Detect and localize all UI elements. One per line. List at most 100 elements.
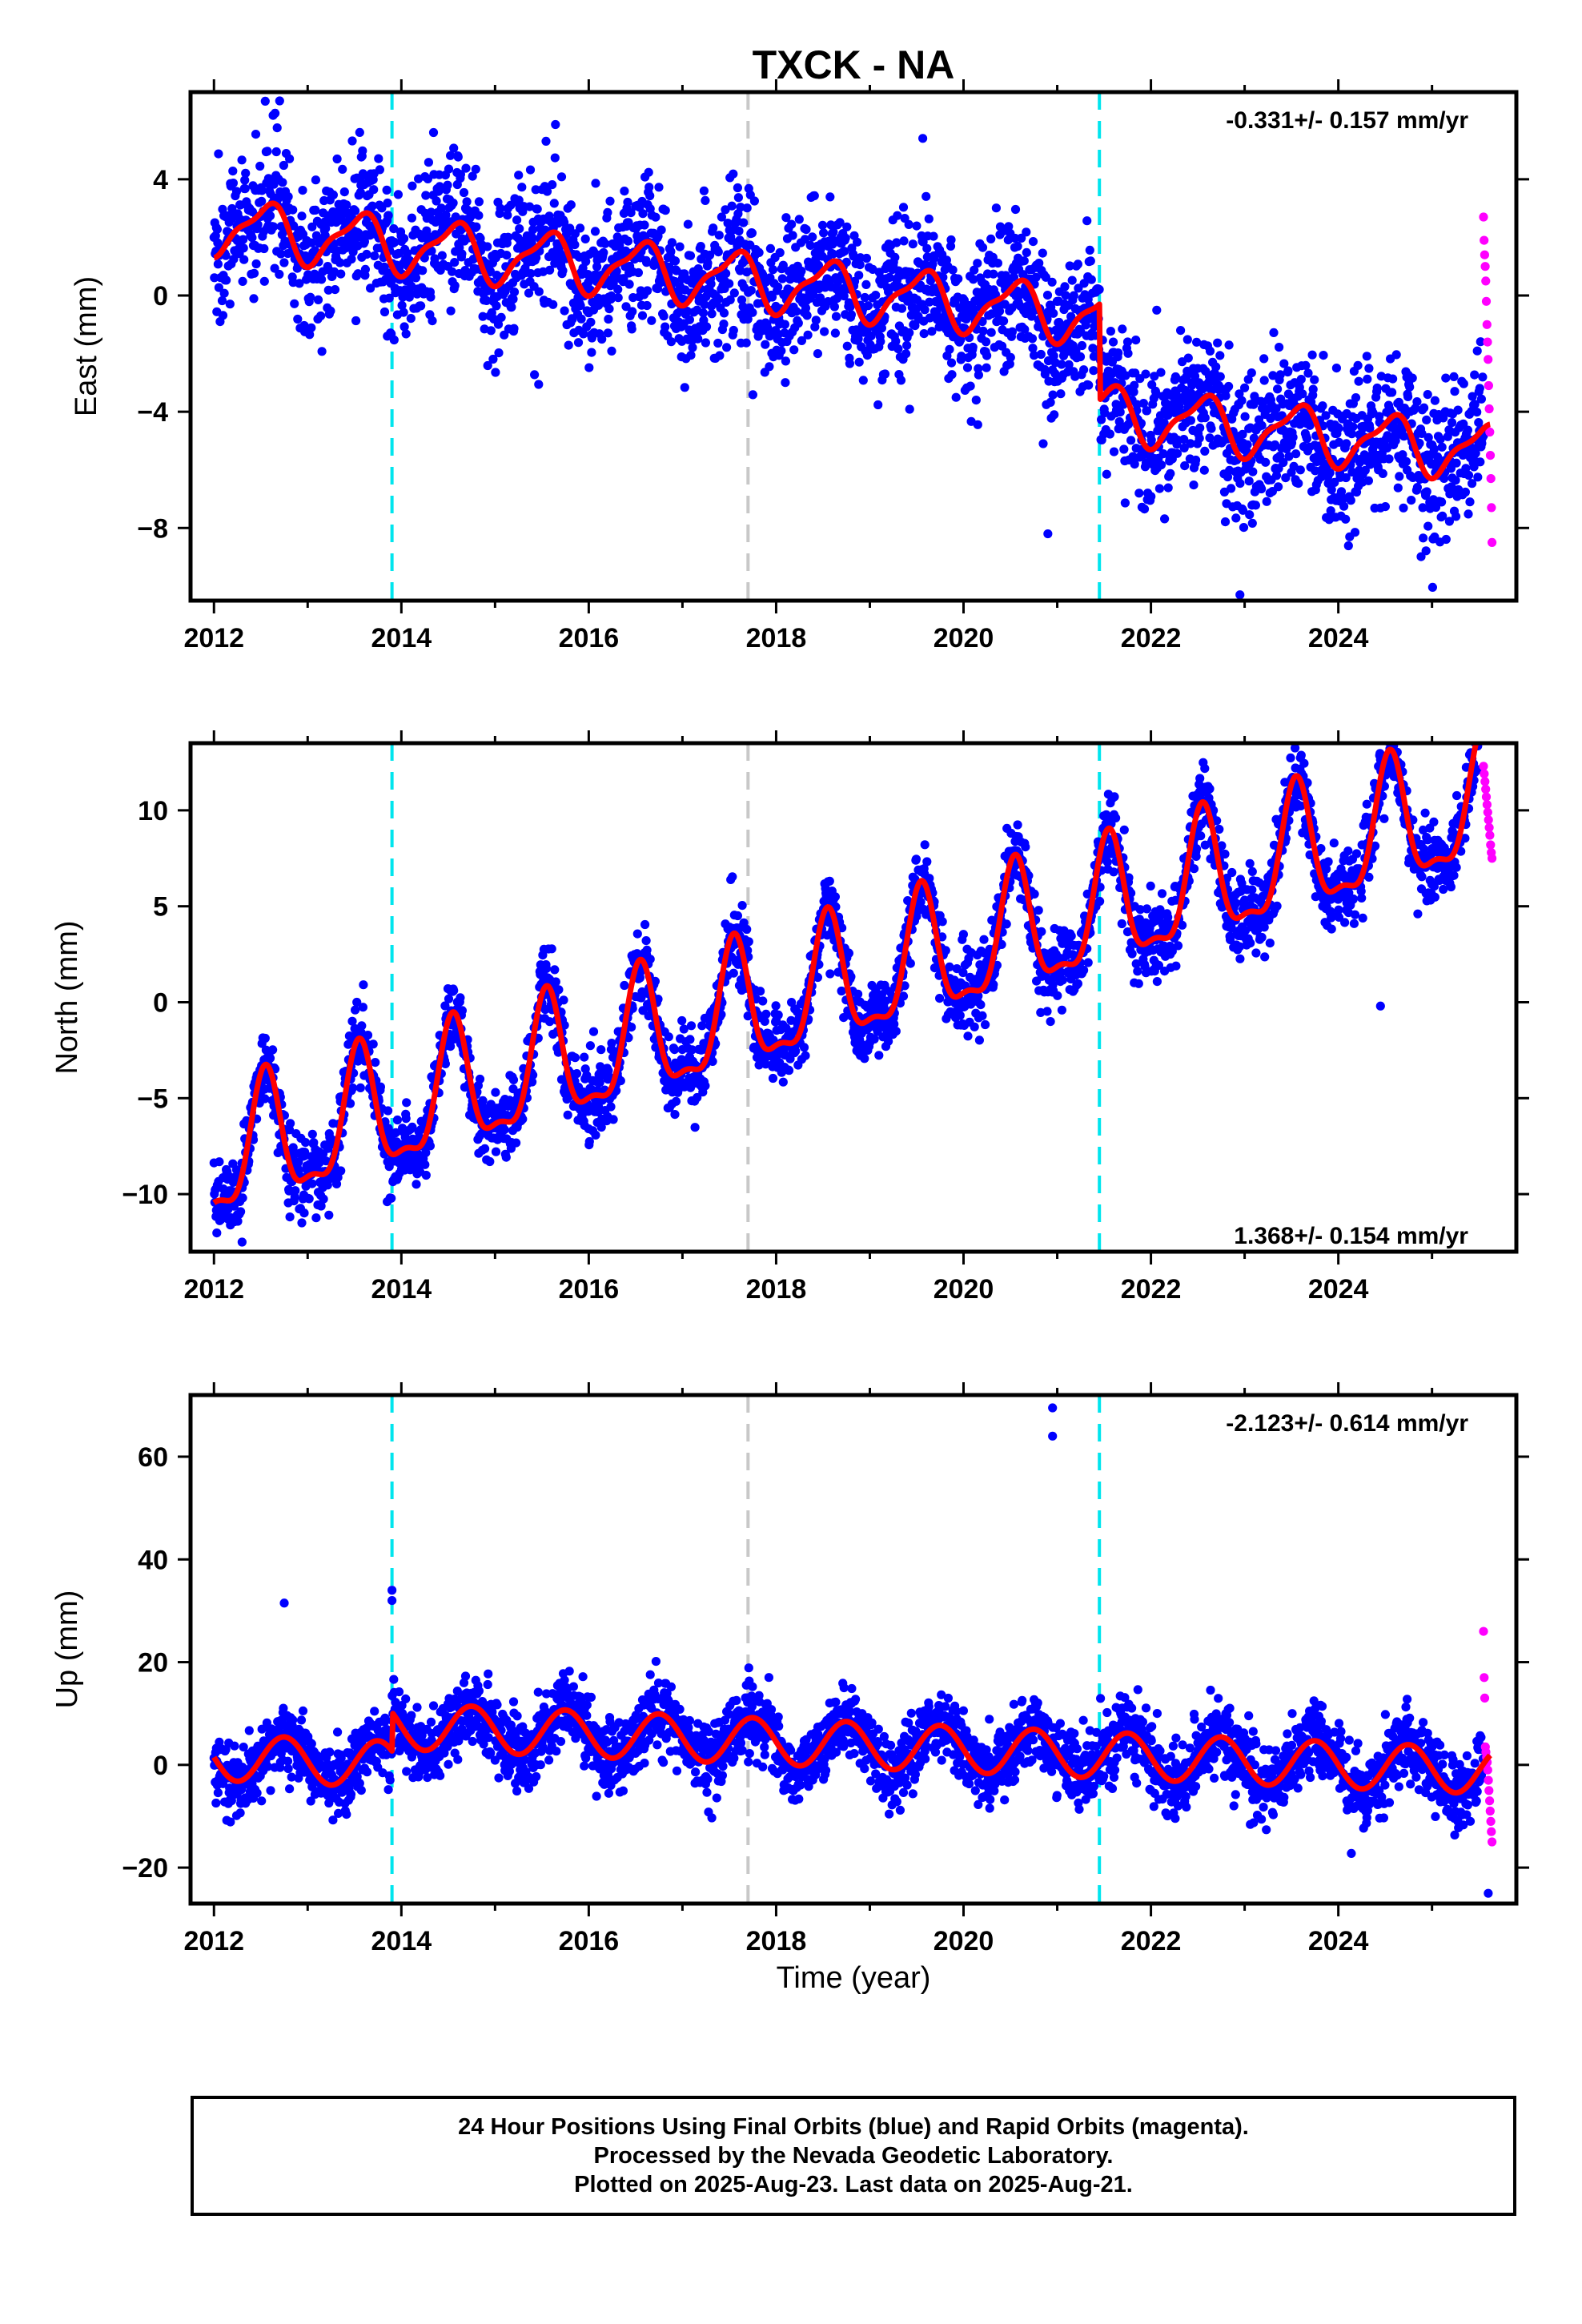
- final-orbit-point: [1472, 407, 1482, 417]
- final-orbit-point: [1057, 360, 1066, 369]
- final-orbit-point: [954, 274, 963, 283]
- final-orbit-point: [1156, 368, 1166, 377]
- final-orbit-point: [1041, 272, 1050, 282]
- final-orbit-point: [485, 266, 495, 275]
- final-orbit-point: [907, 311, 917, 320]
- final-orbit-point: [231, 187, 242, 196]
- final-orbit-point: [587, 348, 596, 357]
- final-orbit-point: [588, 1027, 599, 1036]
- final-orbit-point: [453, 152, 463, 162]
- final-orbit-point: [713, 338, 723, 348]
- final-orbit-point: [1475, 384, 1484, 393]
- final-orbit-point: [994, 307, 1005, 316]
- final-orbit-point: [1262, 497, 1271, 506]
- final-orbit-point: [328, 190, 338, 199]
- final-orbit-point: [1221, 391, 1231, 400]
- final-orbit-point: [725, 295, 735, 304]
- rapid-orbit-point: [1483, 337, 1492, 347]
- final-orbit-point: [739, 218, 749, 227]
- final-orbit-point: [728, 872, 737, 882]
- final-orbit-point: [542, 187, 552, 196]
- rapid-orbit-point: [1484, 380, 1493, 391]
- final-orbit-point: [624, 1033, 633, 1043]
- final-orbit-point: [748, 308, 757, 317]
- final-orbit-point: [1476, 394, 1486, 404]
- final-orbit-point: [352, 997, 362, 1007]
- final-orbit-point: [1336, 487, 1347, 497]
- final-orbit-point: [825, 192, 835, 202]
- final-orbit-point: [645, 191, 655, 201]
- final-orbit-point: [1275, 343, 1284, 352]
- final-orbit-point: [1354, 376, 1363, 386]
- final-orbit-point: [1224, 381, 1234, 392]
- final-orbit-point: [635, 973, 645, 983]
- final-orbit-point: [584, 1136, 594, 1147]
- final-orbit-point: [1268, 371, 1278, 380]
- final-orbit-point: [257, 196, 267, 206]
- final-orbit-point: [317, 275, 327, 284]
- east-rate-label: -0.331+/- 0.157 mm/yr: [1226, 107, 1468, 134]
- final-orbit-point: [734, 226, 744, 236]
- final-orbit-point: [1417, 428, 1427, 439]
- final-orbit-point: [500, 1125, 509, 1135]
- final-orbit-point: [765, 362, 774, 372]
- final-orbit-point: [800, 235, 810, 244]
- final-orbit-point: [1470, 370, 1480, 380]
- final-orbit-point: [860, 1054, 869, 1063]
- final-orbit-point: [927, 327, 937, 336]
- final-orbit-point: [893, 211, 902, 220]
- final-orbit-point: [265, 211, 275, 221]
- final-orbit-point: [1102, 469, 1111, 479]
- final-orbit-point: [835, 218, 845, 227]
- final-orbit-point: [1407, 373, 1417, 383]
- final-orbit-point: [560, 218, 569, 227]
- final-orbit-point: [1156, 460, 1166, 470]
- final-orbit-point: [670, 1110, 680, 1120]
- rapid-orbit-point: [1485, 427, 1495, 437]
- final-orbit-point: [1271, 471, 1282, 480]
- final-orbit-point: [1146, 492, 1156, 501]
- final-orbit-point: [861, 279, 871, 289]
- final-orbit-point: [596, 1045, 606, 1055]
- final-orbit-point: [1419, 403, 1429, 412]
- final-orbit-point: [421, 1170, 431, 1180]
- final-orbit-point: [626, 208, 636, 218]
- final-orbit-point: [1476, 457, 1485, 467]
- final-orbit-point: [528, 1070, 538, 1080]
- final-orbit-point: [1224, 340, 1234, 350]
- final-orbit-point: [797, 266, 806, 276]
- final-orbit-point: [1348, 422, 1358, 432]
- final-orbit-point: [257, 186, 267, 195]
- final-orbit-point: [606, 291, 616, 300]
- final-orbit-point: [703, 259, 713, 268]
- final-orbit-point: [1363, 374, 1372, 384]
- final-orbit-point: [461, 163, 471, 173]
- final-orbit-point: [896, 376, 906, 385]
- final-orbit-point: [249, 268, 259, 278]
- final-orbit-point: [276, 249, 286, 259]
- final-orbit-point: [723, 219, 733, 228]
- final-orbit-point: [375, 165, 384, 175]
- final-orbit-point: [427, 246, 436, 255]
- final-orbit-point: [422, 226, 432, 235]
- y-tick-label: −8: [137, 513, 168, 544]
- final-orbit-point: [502, 251, 512, 260]
- final-orbit-point: [599, 247, 608, 258]
- final-orbit-point: [319, 1194, 328, 1204]
- final-orbit-point: [275, 96, 284, 106]
- rapid-orbit-point: [1481, 296, 1492, 306]
- final-orbit-point: [1472, 346, 1482, 356]
- final-orbit-point: [686, 351, 696, 360]
- final-orbit-point: [1028, 237, 1038, 247]
- final-orbit-point: [316, 311, 326, 321]
- final-orbit-point: [1430, 396, 1439, 405]
- final-orbit-point: [443, 180, 452, 190]
- final-orbit-point: [512, 215, 522, 225]
- final-orbit-point: [833, 277, 843, 287]
- final-orbit-point: [705, 250, 715, 260]
- final-orbit-point: [1257, 420, 1267, 430]
- final-orbit-point: [841, 257, 851, 267]
- final-orbit-point: [324, 1210, 334, 1220]
- final-orbit-point: [269, 222, 279, 231]
- final-orbit-point: [1283, 366, 1293, 376]
